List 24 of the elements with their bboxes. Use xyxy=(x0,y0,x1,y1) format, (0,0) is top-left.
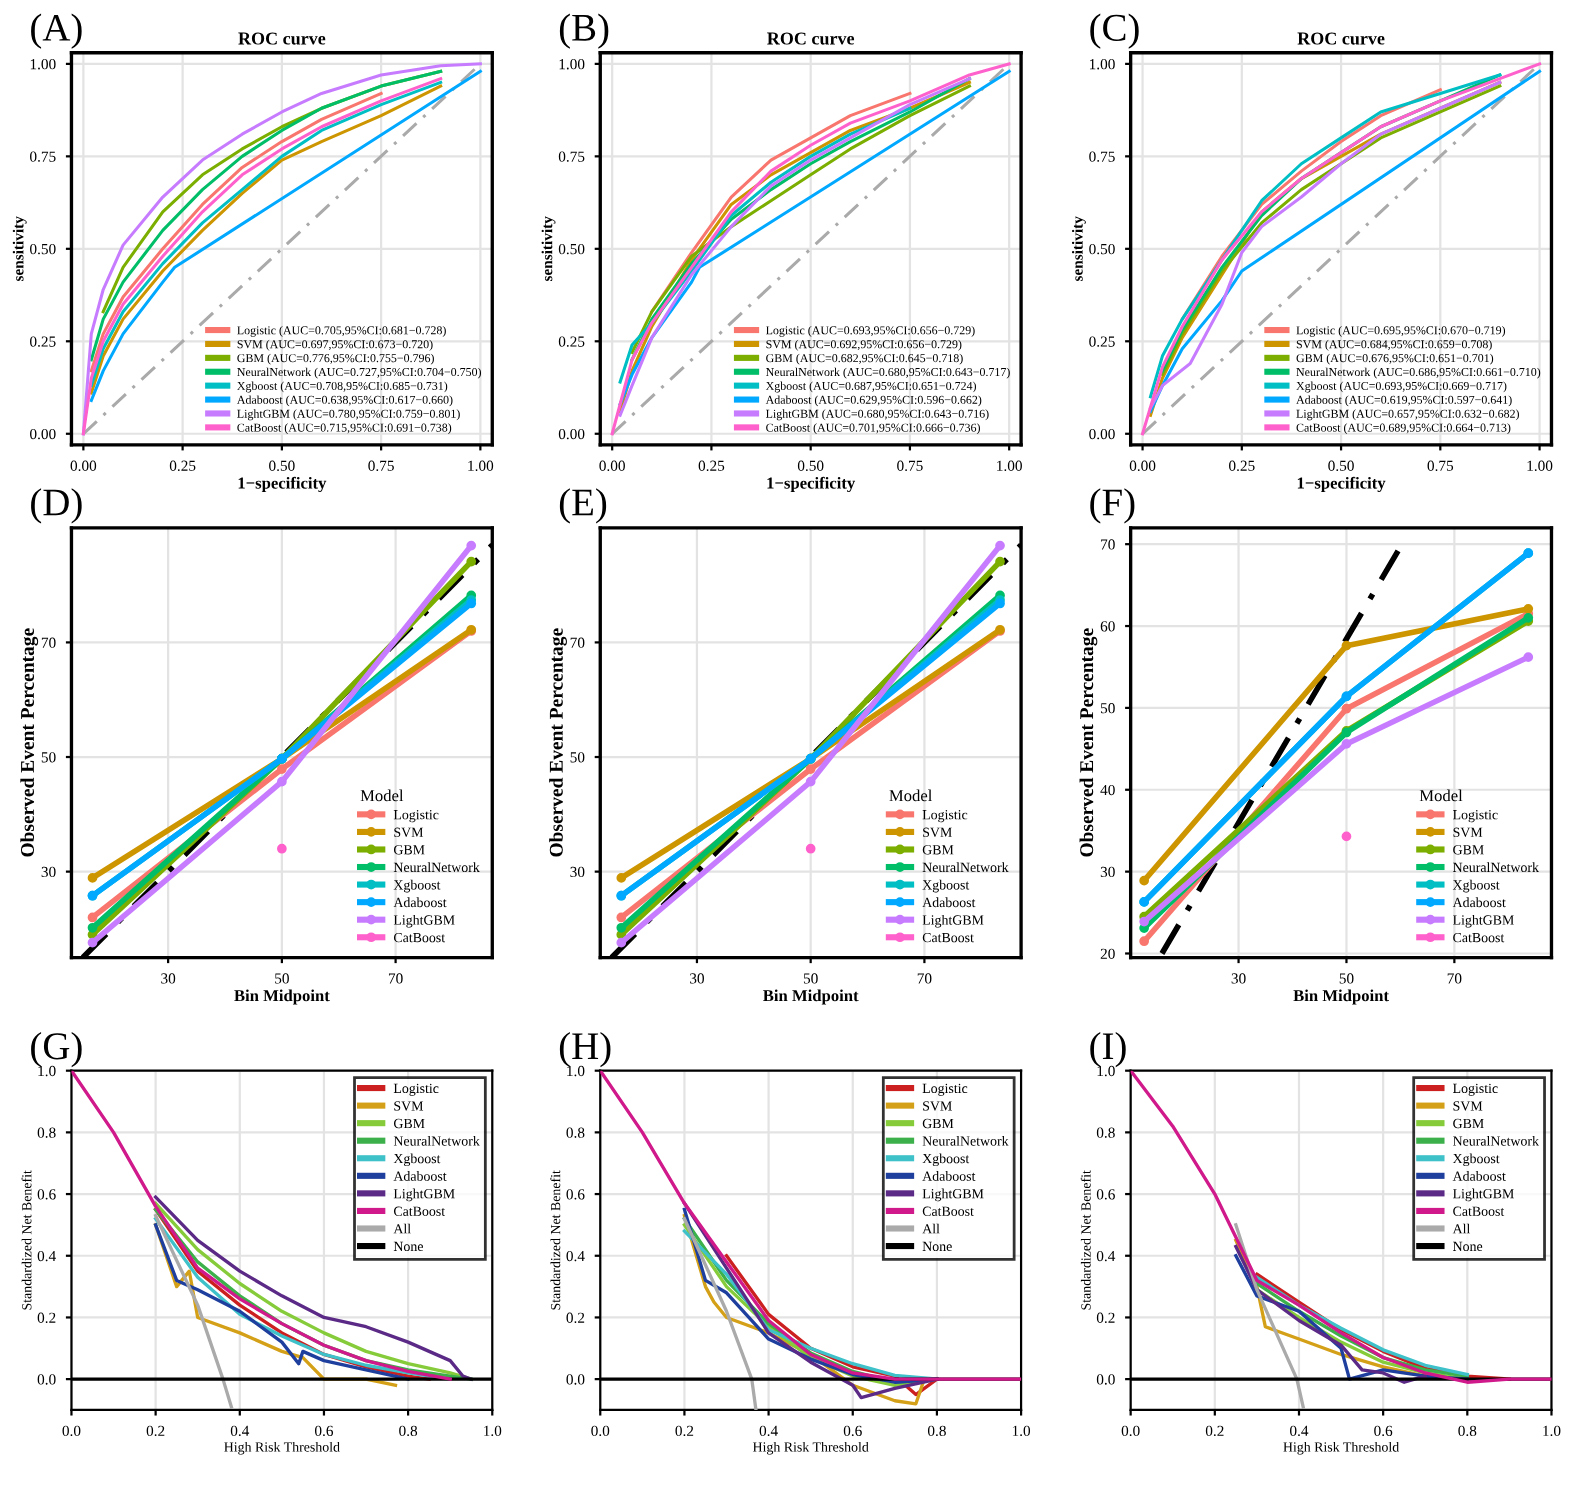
chart-title: ROC curve xyxy=(238,32,326,45)
y-axis-title: Observed Event Percentage xyxy=(1079,628,1098,857)
text: (G) xyxy=(31,1032,82,1068)
x-axis-title: 1−specificity xyxy=(767,476,856,493)
text: (F) xyxy=(1090,488,1135,524)
text: (I) xyxy=(1090,1032,1126,1068)
y-axis-title: Observed Event Percentage xyxy=(549,628,567,857)
text: (B) xyxy=(559,13,609,49)
chart-title: ROC curve xyxy=(767,32,855,45)
text: (D) xyxy=(31,488,82,524)
x-axis-title: 1−specificity xyxy=(238,476,327,493)
legend-title: Model xyxy=(1419,789,1463,802)
chart-title: ROC curve xyxy=(1297,32,1385,45)
text: (C) xyxy=(1090,13,1139,49)
x-axis-title: Bin Midpoint xyxy=(763,989,859,1005)
x-axis-title: Bin Midpoint xyxy=(1293,989,1389,1005)
text: (A) xyxy=(31,13,82,49)
y-axis-title: Observed Event Percentage xyxy=(20,628,39,857)
legend-title: Model xyxy=(889,789,933,802)
x-axis-title: 1−specificity xyxy=(1297,476,1386,493)
text: (H) xyxy=(559,1032,611,1068)
legend-title: Model xyxy=(360,789,404,802)
x-axis-title: Bin Midpoint xyxy=(234,989,330,1005)
text: (E) xyxy=(559,488,607,524)
